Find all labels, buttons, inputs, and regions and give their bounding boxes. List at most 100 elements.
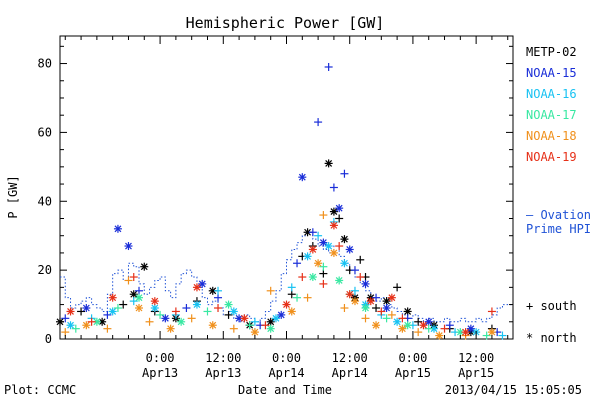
point-stroke [435,332,443,339]
point-stroke [283,301,290,308]
north-point-noaa-18 [350,297,359,306]
north-point-noaa-18 [208,321,217,330]
x-tick-label-date: Apr15 [458,366,494,380]
south-point-noaa-19 [398,314,407,323]
south-point-noaa-19 [298,273,307,282]
south-point-metp-02 [372,304,381,313]
south-point-noaa-18 [340,304,349,313]
point-stroke [67,308,74,315]
x-tick-label-date: Apr14 [332,366,368,380]
north-point-noaa-15 [198,279,207,288]
point-stroke [298,173,306,181]
point-stroke [267,318,275,326]
legend-entry-noaa-18: NOAA-18 [526,129,577,143]
point-stroke [240,314,248,322]
point-stroke [288,308,296,315]
point-stroke [420,321,427,329]
point-stroke [398,325,406,333]
south-point-noaa-17 [113,304,122,313]
point-stroke [230,308,238,315]
point-stroke [135,294,143,302]
point-stroke [314,259,322,267]
north-point-noaa-15 [113,224,122,233]
north-point-noaa-19 [366,297,375,306]
point-stroke [341,235,348,243]
point-stroke [198,280,206,288]
point-stroke [267,325,275,333]
south-point-noaa-17 [424,324,433,333]
point-stroke [177,318,185,326]
y-tick-label: 20 [38,263,52,277]
south-point-noaa-19 [214,304,223,313]
point-stroke [309,273,317,281]
north-point-metp-02 [266,317,275,326]
south-point-noaa-18 [124,276,133,285]
north-point-metp-02 [208,286,217,295]
south-point-noaa-17 [319,262,328,271]
north-point-noaa-15 [335,204,344,213]
y-tick-label: 40 [38,194,52,208]
north-point-noaa-17 [266,324,275,333]
north-point-noaa-18 [435,331,444,340]
point-stroke [98,318,106,326]
north-point-noaa-15 [277,310,286,319]
north-point-noaa-19 [192,283,201,292]
north-point-noaa-19 [419,321,428,330]
north-point-noaa-16 [66,321,75,330]
point-stroke [140,263,148,271]
south-point-noaa-16 [498,331,507,340]
point-stroke [467,325,475,333]
south-point-noaa-18 [61,328,70,337]
legend-entry-noaa-17: NOAA-17 [526,108,577,122]
point-stroke [388,294,396,302]
south-point-noaa-15 [293,259,302,268]
south-point-metp-02 [393,283,402,292]
point-stroke [488,328,496,336]
point-stroke [235,314,243,322]
point-stroke [161,314,169,322]
south-point-noaa-16 [129,297,138,306]
point-stroke [304,228,311,236]
north-point-noaa-18 [329,248,338,257]
north-point-noaa-16 [150,304,159,313]
south-point-noaa-18 [319,211,328,220]
north-point-noaa-16 [340,259,349,268]
south-point-noaa-15 [445,321,454,330]
north-point-metp-02 [382,297,391,306]
south-point-noaa-18 [187,314,196,323]
north-point-metp-02 [340,235,349,244]
south-point-noaa-17 [203,307,212,316]
point-stroke [330,208,338,216]
south-point-noaa-17 [293,293,302,302]
north-point-noaa-18 [398,324,407,333]
south-point-noaa-15 [324,62,333,71]
north-point-noaa-15 [424,317,433,326]
x-axis-label: Date and Time [238,383,332,397]
south-point-noaa-17 [245,321,254,330]
point-stroke [225,301,232,308]
x-tick-label-time: 12:00 [332,351,368,365]
south-point-noaa-15 [372,293,381,302]
point-stroke [335,204,343,212]
point-stroke [383,304,391,312]
x-tick-label-time: 12:00 [205,351,241,365]
legend-entry-noaa-15: NOAA-15 [526,66,577,80]
point-stroke [346,246,354,253]
north-point-noaa-18 [250,328,259,337]
point-stroke [335,277,343,284]
south-point-noaa-16 [214,286,223,295]
north-point-noaa-19 [345,290,354,299]
south-point-noaa-18 [229,324,238,333]
south-point-noaa-15 [308,228,317,237]
south-point-metp-02 [119,300,128,309]
point-stroke [130,290,138,298]
y-tick-label: 80 [38,57,52,71]
y-tick-label: 0 [45,332,52,346]
north-point-noaa-19 [282,300,291,309]
north-point-metp-02 [329,207,338,216]
south-point-noaa-17 [71,324,80,333]
north-point-noaa-16 [393,317,402,326]
point-stroke [109,308,117,315]
ovation-label-line2: Prime HPI [526,222,591,236]
